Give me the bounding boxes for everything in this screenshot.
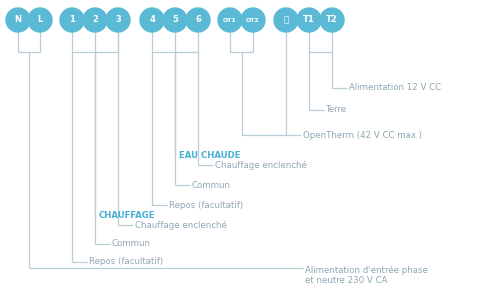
Circle shape bbox=[6, 8, 30, 32]
Text: 5: 5 bbox=[172, 16, 178, 25]
Text: Alimentation 12 V CC: Alimentation 12 V CC bbox=[349, 83, 441, 92]
Circle shape bbox=[106, 8, 130, 32]
Circle shape bbox=[163, 8, 187, 32]
Text: Alimentation d'entrée phase
et neutre 230 V CA: Alimentation d'entrée phase et neutre 23… bbox=[305, 265, 428, 285]
Text: ⏚: ⏚ bbox=[284, 16, 288, 25]
Circle shape bbox=[297, 8, 321, 32]
Text: Repos (facultatif): Repos (facultatif) bbox=[89, 257, 163, 266]
Text: 1: 1 bbox=[69, 16, 75, 25]
Text: 4: 4 bbox=[149, 16, 155, 25]
Text: L: L bbox=[38, 16, 43, 25]
Text: 3: 3 bbox=[115, 16, 121, 25]
Text: Repos (facultatif): Repos (facultatif) bbox=[169, 200, 243, 209]
Text: 6: 6 bbox=[195, 16, 201, 25]
Text: CHAUFFAGE: CHAUFFAGE bbox=[99, 211, 156, 220]
Circle shape bbox=[218, 8, 242, 32]
Text: N: N bbox=[14, 16, 21, 25]
Text: Terre: Terre bbox=[326, 106, 347, 115]
Text: Commun: Commun bbox=[192, 181, 231, 190]
Text: Chauffage enclenché: Chauffage enclenché bbox=[215, 160, 307, 170]
Text: EAU CHAUDE: EAU CHAUDE bbox=[179, 151, 240, 160]
Text: OT2: OT2 bbox=[246, 17, 260, 22]
Circle shape bbox=[140, 8, 164, 32]
Text: OpenTherm (42 V CC max.): OpenTherm (42 V CC max.) bbox=[303, 130, 422, 140]
Circle shape bbox=[186, 8, 210, 32]
Text: Commun: Commun bbox=[112, 239, 151, 248]
Text: T2: T2 bbox=[326, 16, 338, 25]
Text: OT1: OT1 bbox=[223, 17, 237, 22]
Text: Chauffage enclenché: Chauffage enclenché bbox=[135, 220, 227, 230]
Circle shape bbox=[241, 8, 265, 32]
Circle shape bbox=[83, 8, 107, 32]
Circle shape bbox=[60, 8, 84, 32]
Circle shape bbox=[274, 8, 298, 32]
Text: T1: T1 bbox=[303, 16, 315, 25]
Circle shape bbox=[320, 8, 344, 32]
Circle shape bbox=[28, 8, 52, 32]
Text: 2: 2 bbox=[92, 16, 98, 25]
